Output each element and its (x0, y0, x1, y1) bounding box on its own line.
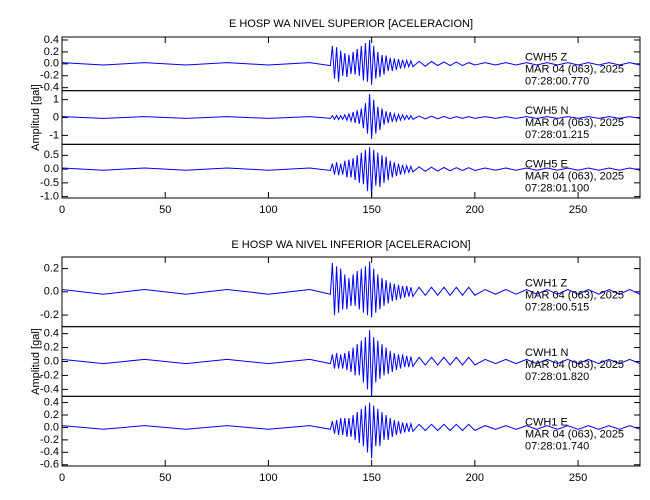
y-tick-label: -0.4 (40, 446, 59, 458)
trace-annotation: 07:28:01.100 (525, 183, 589, 195)
trace-annotation: MAR 04 (063), 2025 (525, 289, 624, 301)
y-axis-label: Amplitud [gal] (30, 84, 42, 151)
trace-annotation: 07:28:01.820 (525, 371, 589, 383)
y-tick-label: 0.2 (44, 263, 59, 275)
y-tick-label: 0.5 (44, 149, 59, 161)
waveform (61, 94, 641, 140)
y-tick-label: 0.0 (44, 286, 59, 298)
y-tick-label: 0.4 (44, 34, 59, 46)
trace-annotation: MAR 04 (063), 2025 (525, 63, 624, 75)
y-tick-label: -0.2 (40, 434, 59, 446)
trace-annotation: 07:28:00.770 (525, 75, 589, 87)
y-tick-label: 0.0 (44, 163, 59, 175)
chart-title: E HOSP WA NIVEL INFERIOR [ACELERACION] (231, 239, 470, 251)
x-tick-label: 50 (159, 472, 171, 484)
x-tick-label: 200 (466, 204, 484, 216)
trace-annotation: CWH5 N (525, 105, 568, 117)
trace-annotation: CWH5 E (525, 159, 568, 171)
y-tick-label: 0.2 (44, 46, 59, 58)
y-tick-label: 1 (53, 94, 59, 106)
x-tick-label: 200 (466, 472, 484, 484)
y-tick-label: -1 (49, 129, 59, 141)
chart-title: E HOSP WA NIVEL SUPERIOR [ACELERACION] (229, 18, 473, 30)
y-axis-label: Amplitud [gal] (30, 328, 42, 395)
trace-annotation: MAR 04 (063), 2025 (525, 117, 624, 129)
y-tick-label: -0.5 (40, 177, 59, 189)
y-tick-label: 0.4 (44, 396, 59, 408)
y-tick-label: -0.4 (40, 82, 59, 94)
trace-annotation: MAR 04 (063), 2025 (525, 171, 624, 183)
y-tick-label: 0.2 (44, 341, 59, 353)
x-tick-label: 250 (569, 204, 587, 216)
y-tick-label: -0.6 (40, 459, 59, 471)
y-tick-label: -0.2 (40, 70, 59, 82)
panel-frame (61, 395, 641, 467)
waveform (61, 39, 641, 85)
x-tick-label: 150 (362, 472, 380, 484)
x-tick-label: 150 (362, 204, 380, 216)
trace-annotation: CWH1 Z (525, 277, 567, 289)
y-tick-label: 0 (53, 111, 59, 123)
y-tick-label: 0.0 (44, 58, 59, 70)
x-tick-label: 0 (59, 204, 65, 216)
trace-annotation: CWH1 E (525, 417, 568, 429)
y-tick-label: -0.2 (40, 309, 59, 321)
trace-annotation: MAR 04 (063), 2025 (525, 359, 624, 371)
trace-annotation: CWH1 N (525, 347, 568, 359)
y-tick-label: 0.0 (44, 421, 59, 433)
waveform (61, 147, 641, 197)
y-tick-label: -0.4 (40, 383, 59, 395)
x-tick-label: 0 (59, 472, 65, 484)
y-tick-label: 0.0 (44, 355, 59, 367)
x-tick-label: 100 (259, 204, 277, 216)
y-tick-label: -0.2 (40, 369, 59, 381)
trace-annotation: 07:28:01.215 (525, 129, 589, 141)
x-tick-label: 50 (159, 204, 171, 216)
trace-annotation: 07:28:00.515 (525, 301, 589, 313)
waveform (61, 330, 641, 397)
x-tick-label: 100 (259, 472, 277, 484)
y-tick-label: 0.2 (44, 409, 59, 421)
y-tick-label: 0.4 (44, 328, 59, 340)
panel-frame (61, 143, 641, 199)
waveform (61, 402, 641, 459)
trace-annotation: CWH5 Z (525, 51, 567, 63)
trace-annotation: MAR 04 (063), 2025 (525, 429, 624, 441)
y-tick-label: -1.0 (40, 191, 59, 203)
trace-annotation: 07:28:01.740 (525, 441, 589, 453)
waveform (61, 261, 641, 318)
x-tick-label: 250 (569, 472, 587, 484)
